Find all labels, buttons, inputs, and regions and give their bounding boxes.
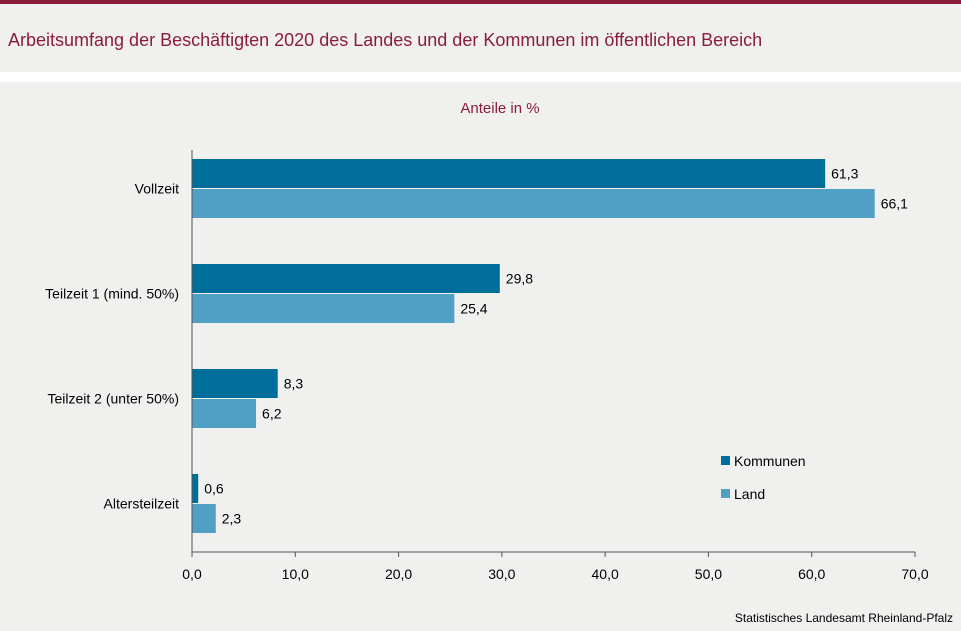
legend-label: Kommunen [734, 453, 806, 469]
bar-kommunen [192, 264, 500, 293]
x-tick-label: 0,0 [182, 566, 202, 582]
bar-land [192, 189, 875, 218]
data-label: 29,8 [506, 271, 533, 287]
x-tick-label: 70,0 [901, 566, 928, 582]
source-note: Statistisches Landesamt Rheinland-Pfalz [734, 611, 953, 625]
data-label: 61,3 [831, 166, 858, 182]
bar-kommunen [192, 474, 199, 503]
data-label: 8,3 [284, 376, 304, 392]
data-label: 25,4 [460, 301, 487, 317]
category-label: Teilzeit 1 (mind. 50%) [45, 286, 179, 302]
legend-label: Land [734, 486, 765, 502]
bar-kommunen [192, 369, 278, 398]
bar-land [192, 504, 216, 533]
category-label: Teilzeit 2 (unter 50%) [47, 391, 179, 407]
x-tick-label: 40,0 [592, 566, 619, 582]
top-accent-bar [0, 0, 961, 4]
header-divider [0, 72, 961, 82]
legend-swatch-land [721, 489, 730, 498]
bar-land [192, 399, 257, 428]
bar-land [192, 294, 455, 323]
category-label: Vollzeit [135, 181, 179, 197]
category-label: Altersteilzeit [104, 496, 180, 512]
x-tick-label: 50,0 [695, 566, 722, 582]
bar-kommunen [192, 159, 826, 188]
chart-title: Arbeitsumfang der Beschäftigten 2020 des… [8, 30, 763, 50]
data-label: 2,3 [222, 511, 242, 527]
data-label: 6,2 [262, 406, 282, 422]
chart-subtitle: Anteile in % [460, 100, 540, 117]
x-tick-label: 20,0 [385, 566, 412, 582]
x-tick-label: 10,0 [282, 566, 309, 582]
x-tick-label: 60,0 [798, 566, 825, 582]
x-tick-label: 30,0 [488, 566, 515, 582]
data-label: 66,1 [881, 196, 908, 212]
data-label: 0,6 [204, 481, 224, 497]
legend-swatch-kommunen [721, 456, 730, 465]
